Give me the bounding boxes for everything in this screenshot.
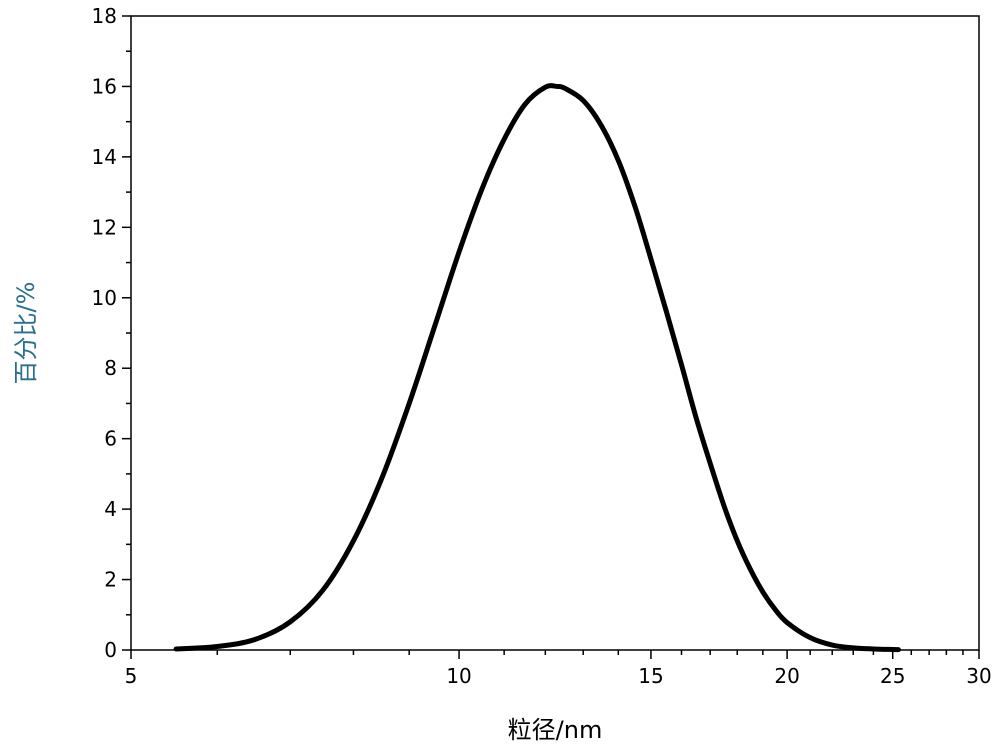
x-tick-label: 30	[966, 664, 991, 688]
distribution-curve	[176, 86, 898, 650]
y-tick-label: 4	[104, 497, 117, 521]
x-tick-label: 10	[446, 664, 471, 688]
y-tick-label: 8	[104, 356, 117, 380]
y-tick-label: 2	[104, 568, 117, 592]
axis-ticks	[122, 16, 979, 659]
y-tick-label: 18	[92, 4, 117, 28]
y-tick-label: 10	[92, 286, 117, 310]
y-tick-label: 6	[104, 427, 117, 451]
x-tick-label: 20	[774, 664, 799, 688]
y-tick-label: 12	[92, 215, 117, 239]
y-tick-label: 0	[104, 638, 117, 662]
x-tick-label: 25	[880, 664, 905, 688]
y-tick-label: 14	[92, 145, 117, 169]
x-tick-label: 15	[638, 664, 663, 688]
x-axis-title: 粒径/nm	[508, 716, 603, 744]
tick-labels: 0 2 4 6 8 10 12 14 16 18 5 10 15 20 25 30	[92, 4, 992, 688]
plot-area-border	[131, 16, 979, 650]
y-axis-title: 百分比/%	[12, 282, 40, 385]
x-tick-label: 5	[125, 664, 138, 688]
y-tick-label: 16	[92, 74, 117, 98]
plot-frame	[131, 16, 979, 650]
